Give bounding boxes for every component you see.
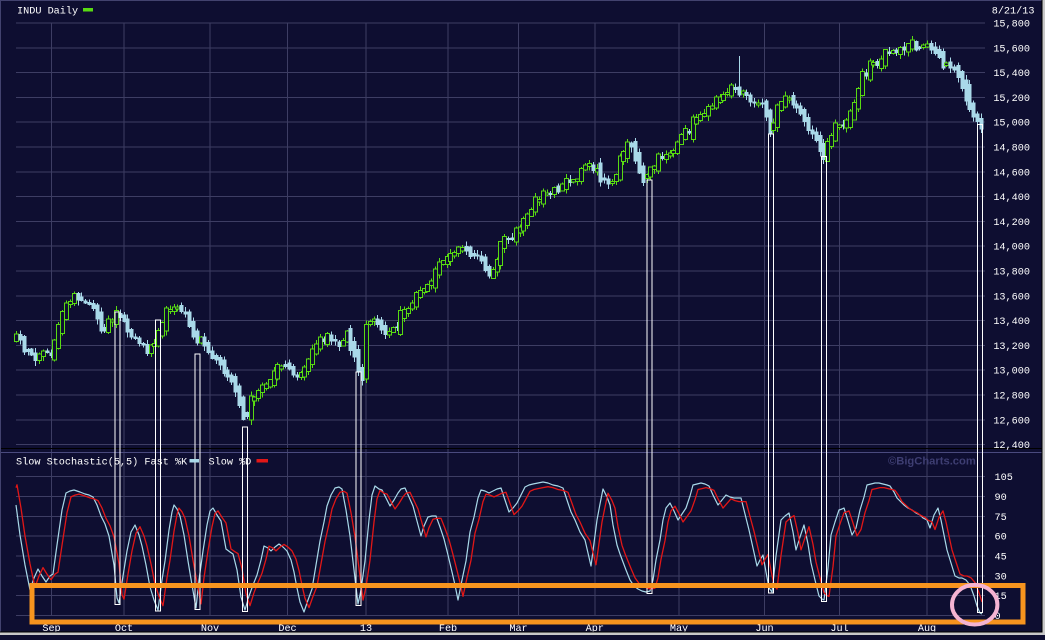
svg-text:45: 45	[995, 553, 1007, 564]
svg-text:Apr: Apr	[586, 624, 604, 635]
svg-text:15,400: 15,400	[993, 69, 1030, 80]
svg-text:Slow Stochastic(5,5) Fast %K: Slow Stochastic(5,5) Fast %K	[16, 457, 188, 469]
svg-text:12,400: 12,400	[993, 441, 1030, 452]
svg-text:Oct: Oct	[115, 624, 133, 635]
svg-text:May: May	[670, 624, 688, 635]
svg-text:12,600: 12,600	[993, 416, 1030, 427]
svg-text:14,200: 14,200	[993, 218, 1030, 229]
svg-text:15,800: 15,800	[993, 20, 1030, 31]
svg-text:13,200: 13,200	[993, 342, 1030, 353]
svg-text:INDU Daily: INDU Daily	[17, 6, 78, 18]
svg-text:12,800: 12,800	[993, 392, 1030, 403]
svg-text:13,600: 13,600	[993, 292, 1030, 303]
svg-text:15,200: 15,200	[993, 94, 1030, 105]
svg-text:14,800: 14,800	[993, 144, 1030, 155]
svg-text:Slow %D: Slow %D	[209, 457, 252, 469]
svg-text:Sep: Sep	[42, 624, 60, 635]
svg-text:Dec: Dec	[278, 624, 296, 635]
svg-text:8/21/13: 8/21/13	[992, 6, 1035, 18]
svg-text:75: 75	[995, 513, 1007, 524]
svg-text:13: 13	[360, 624, 372, 635]
svg-text:90: 90	[995, 493, 1007, 504]
svg-text:0: 0	[995, 612, 1001, 623]
svg-text:30: 30	[995, 572, 1007, 583]
svg-text:14,600: 14,600	[993, 168, 1030, 179]
svg-text:60: 60	[995, 533, 1007, 544]
svg-text:14,400: 14,400	[993, 193, 1030, 204]
svg-text:©BigCharts.com: ©BigCharts.com	[888, 456, 976, 468]
svg-text:13,400: 13,400	[993, 317, 1030, 328]
svg-text:Aug: Aug	[918, 624, 936, 635]
svg-text:Jun: Jun	[755, 624, 773, 635]
svg-text:105: 105	[995, 473, 1013, 484]
svg-text:Nov: Nov	[201, 624, 219, 635]
svg-text:13,000: 13,000	[993, 367, 1030, 378]
svg-text:15,000: 15,000	[993, 119, 1030, 130]
svg-text:15: 15	[995, 592, 1007, 603]
svg-text:Mar: Mar	[509, 624, 527, 635]
svg-text:13,800: 13,800	[993, 268, 1030, 279]
svg-text:14,000: 14,000	[993, 243, 1030, 254]
svg-text:15,600: 15,600	[993, 44, 1030, 55]
